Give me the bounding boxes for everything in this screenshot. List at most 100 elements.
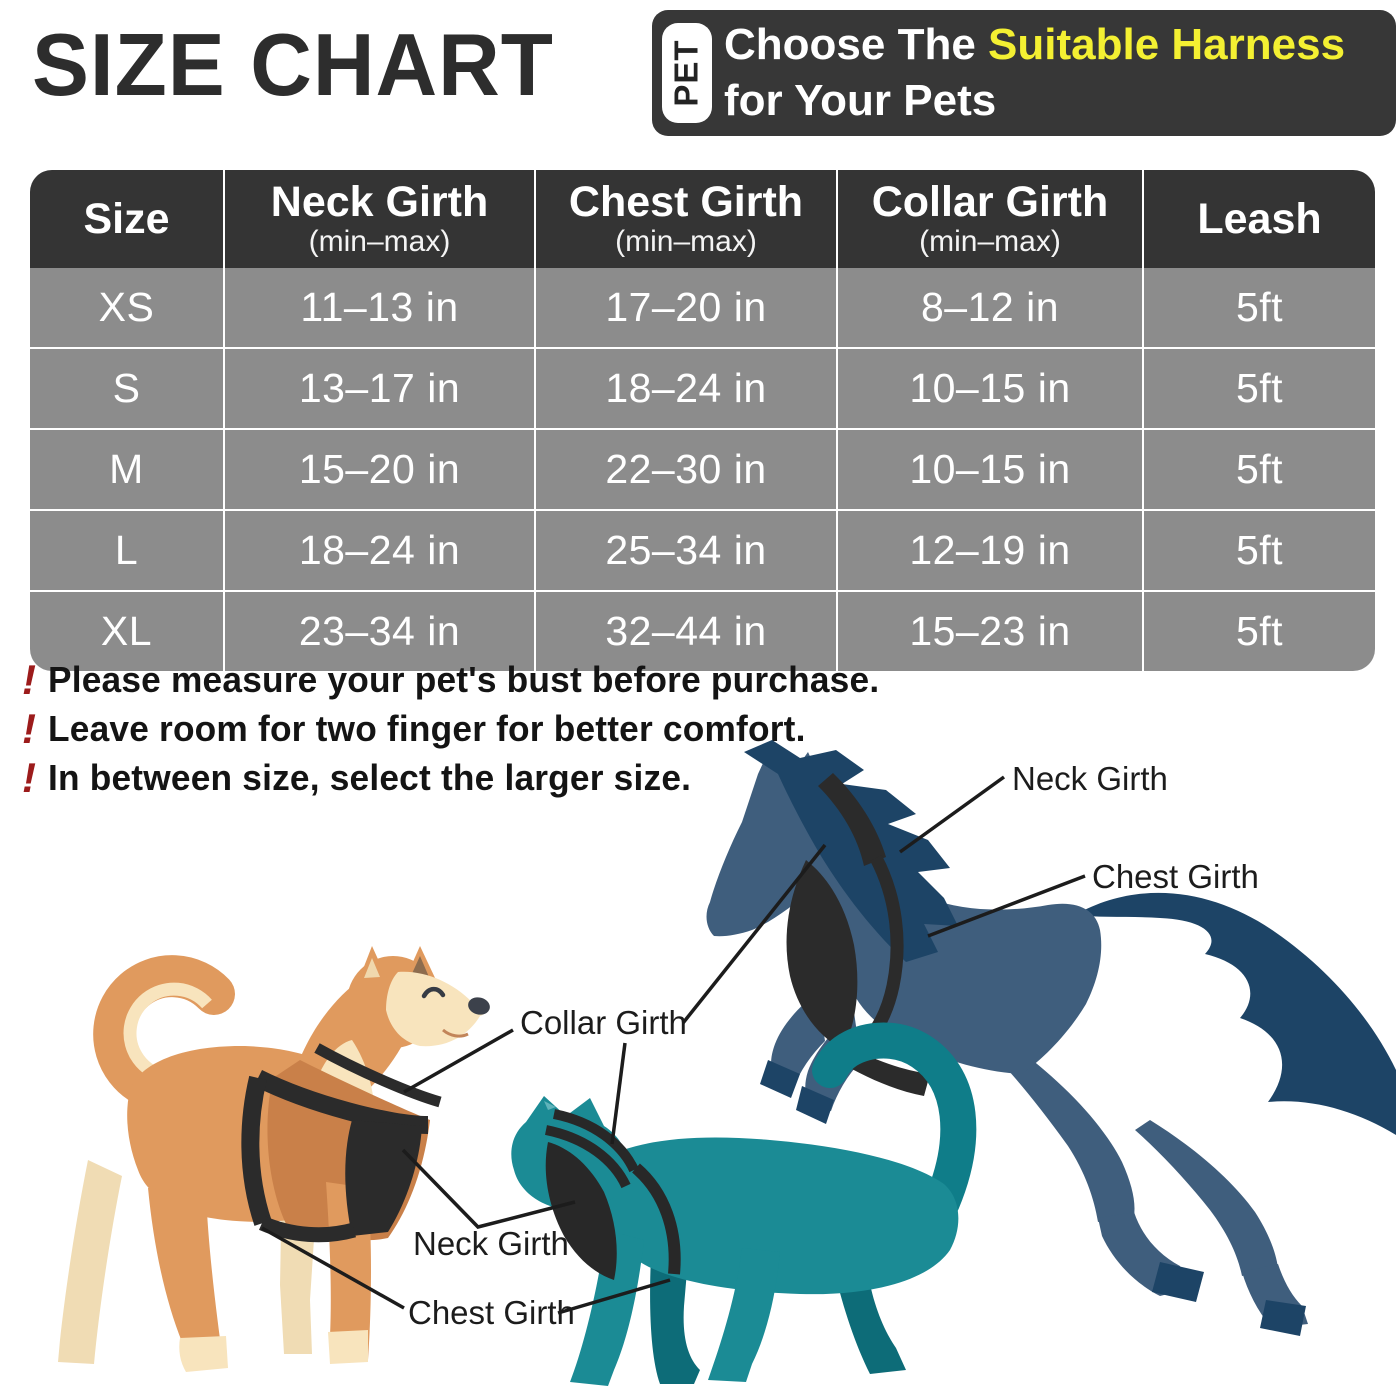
cat-harness-chest-panel [545, 1142, 617, 1280]
table-cell: XS [30, 268, 224, 348]
cat-hind-leg-near [708, 1248, 780, 1382]
dog-harness-side-panel [345, 1120, 422, 1236]
callout-line-collar-horse [681, 843, 827, 1025]
table-row-m: M 15–20 in 22–30 in 10–15 in 5ft [30, 428, 1375, 510]
horse-hind-leg-far [1135, 1120, 1278, 1276]
table-cell: 22–30 in [534, 428, 837, 510]
cat-front-leg-near [570, 1230, 644, 1386]
banner-line-1: Choose The Suitable Harness [724, 17, 1345, 73]
horse-harness-chest-panel [786, 860, 858, 1050]
horse-harness-neck-strap [818, 773, 886, 866]
table-cell: 17–20 in [534, 268, 837, 348]
cat-illustration [511, 1022, 977, 1386]
note-larger-size: ! In between size, select the larger size… [10, 756, 896, 805]
horse-illustration [706, 740, 1396, 1336]
dog-harness-belly-strap [259, 1216, 356, 1243]
table-cell: 5ft [1142, 590, 1375, 671]
table-cell: 8–12 in [836, 268, 1143, 348]
label-horse-chest-girth: Chest Girth [1092, 858, 1259, 895]
table-row-s: S 13–17 in 18–24 in 10–15 in 5ft [30, 347, 1375, 429]
label-collar-girth: Collar Girth [520, 1004, 687, 1041]
exclamation-icon: ! [22, 754, 36, 801]
column-header-neck-girth: Neck Girth (min–max) [223, 170, 535, 268]
cat-harness-neck-band [552, 1109, 639, 1173]
banner-line-2: for Your Pets [724, 76, 997, 125]
horse-tail [1075, 892, 1396, 1135]
horse-hoof [1260, 1300, 1306, 1336]
table-cell: 5ft [1142, 509, 1375, 591]
table-cell: L [30, 509, 224, 591]
size-table: Size Neck Girth (min–max) Chest Girth (min… [30, 170, 1375, 671]
callout-line-collar-dog [403, 1028, 514, 1094]
column-header-size: Size [30, 170, 224, 268]
table-row-xl: XL 23–34 in 32–44 in 15–23 in 5ft [30, 590, 1375, 671]
table-cell: 18–24 in [223, 509, 535, 591]
dog-illustration [58, 946, 490, 1372]
exclamation-icon: ! [22, 656, 36, 703]
horse-hind-leg-near [1008, 1055, 1135, 1222]
column-header-chest-girth: Chest Girth (min–max) [534, 170, 837, 268]
note-two-fingers: ! Leave room for two finger for better co… [10, 707, 896, 756]
pets-diagram: Neck Girth Chest Girth Collar Girth Neck… [58, 740, 1396, 1386]
banner-text-highlight: Suitable Harness [988, 20, 1346, 69]
dog-harness-neck-band [253, 1069, 429, 1134]
table-cell: M [30, 428, 224, 510]
callout-line-horse-neck [898, 775, 1006, 854]
callout-line-horse-chest [927, 874, 1086, 938]
dog-ear-far-inner [364, 958, 380, 978]
horse-hoof [760, 1060, 800, 1098]
dog-hind-leg-far [58, 1160, 122, 1364]
table-cell: 18–24 in [534, 347, 837, 429]
cat-harness-side-strap [631, 1163, 681, 1275]
table-cell: 15–23 in [836, 590, 1143, 671]
dog-muzzle [386, 971, 488, 1047]
table-cell: 10–15 in [836, 428, 1143, 510]
table-cell: 5ft [1142, 268, 1375, 348]
cat-body [595, 1137, 959, 1295]
table-cell: 32–44 in [534, 590, 837, 671]
callout-line-pets-neck [401, 1148, 576, 1229]
callout-line-pets-chest-dog [261, 1226, 405, 1310]
note-measure-bust: ! Please measure your pet's bust before p… [10, 658, 896, 707]
column-header-collar-girth: Collar Girth (min–max) [836, 170, 1143, 268]
callout-line-collar-cat [610, 1042, 627, 1145]
table-cell: 15–20 in [223, 428, 535, 510]
pet-logo-badge: PET [662, 23, 712, 123]
table-cell: 5ft [1142, 428, 1375, 510]
table-cell: 5ft [1142, 347, 1375, 429]
cat-front-leg-far [650, 1236, 700, 1384]
header-row: Size Neck Girth (min–max) Chest Girth (min… [30, 170, 1375, 268]
table-cell: 12–19 in [836, 509, 1143, 591]
label-pets-chest-girth: Chest Girth [408, 1294, 575, 1331]
pet-logo-text: PET [668, 39, 705, 107]
table-row-l: L 18–24 in 25–34 in 12–19 in 5ft [30, 509, 1375, 591]
cat-harness-neck-band [544, 1125, 631, 1189]
exclamation-icon: ! [22, 705, 36, 752]
cat-tail [812, 1022, 977, 1220]
dog-harness-collar-band [314, 1043, 442, 1108]
horse-hoof [1152, 1262, 1204, 1302]
banner-text-white: Choose The [724, 20, 989, 69]
header-banner: PET Choose The Suitable Harness for Your… [652, 10, 1396, 136]
table-cell: 23–34 in [223, 590, 535, 671]
label-pets-neck-girth: Neck Girth [413, 1225, 569, 1262]
dog-smile [442, 1028, 469, 1038]
table-cell: S [30, 347, 224, 429]
dog-hind-leg-near [148, 1188, 224, 1370]
dog-paw [328, 1330, 368, 1364]
column-header-leash: Leash [1142, 170, 1375, 268]
table-cell: XL [30, 590, 224, 671]
horse-hoof [796, 1086, 834, 1124]
dog-paw [179, 1336, 228, 1372]
table-cell: 10–15 in [836, 347, 1143, 429]
table-cell: 13–17 in [223, 347, 535, 429]
dog-eye [421, 986, 446, 999]
page-title: SIZE CHART [32, 15, 554, 114]
table-cell: 11–13 in [223, 268, 535, 348]
cat-ear-inner [544, 1101, 556, 1110]
dog-harness-front-strap [241, 1075, 272, 1226]
callout-lines [261, 775, 1086, 1315]
callout-line-pets-chest-cat [557, 1278, 671, 1315]
notes-list: ! Please measure your pet's bust before p… [10, 658, 896, 805]
